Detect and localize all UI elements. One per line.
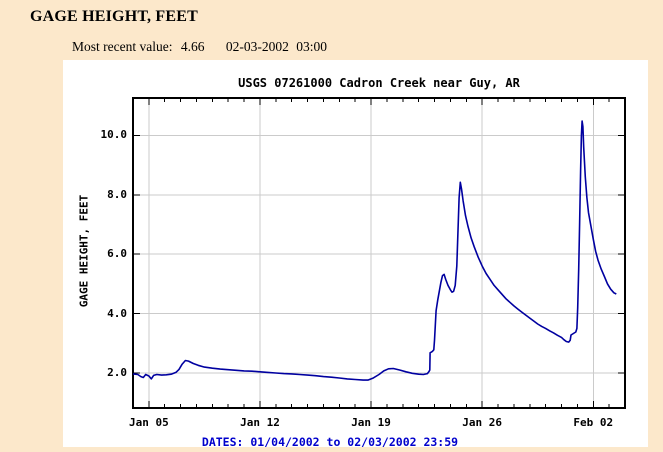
- x-tick-label: Jan 19: [351, 416, 391, 429]
- x-tick-label: Jan 26: [462, 416, 503, 429]
- page-title: GAGE HEIGHT, FEET: [30, 8, 199, 25]
- x-tick-label: Jan 05: [128, 416, 169, 429]
- x-tick-label: Feb 02: [573, 416, 614, 429]
- most-recent-time: 03:00: [296, 39, 327, 54]
- gage-height-series-line: [132, 120, 617, 381]
- y-tick-label: 4.0: [107, 306, 127, 320]
- most-recent-label: Most recent value:: [72, 39, 173, 54]
- x-axis-dates-label: DATES: 01/04/2002 to 02/03/2002 23:59: [201, 435, 459, 449]
- y-tick-label: 10.0: [100, 128, 128, 142]
- y-tick-label: 2.0: [107, 366, 127, 379]
- y-tick-label: 6.0: [107, 247, 127, 261]
- x-tick-label: Jan 12: [240, 416, 280, 429]
- most-recent-value: 4.66: [180, 39, 205, 54]
- hydrograph-image: USGS 07261000 Cadron Creek near Guy, AR …: [63, 60, 648, 449]
- chart-title: USGS 07261000 Cadron Creek near Guy, AR: [238, 76, 520, 90]
- most-recent-date: 02-03-2002: [225, 39, 289, 54]
- y-tick-label: 8.0: [107, 187, 127, 201]
- most-recent-value-line: Most recent value: 4.66 02-03-2002 03:00: [72, 39, 327, 55]
- gage-height-plot: [132, 97, 626, 409]
- plot-border: [132, 97, 626, 409]
